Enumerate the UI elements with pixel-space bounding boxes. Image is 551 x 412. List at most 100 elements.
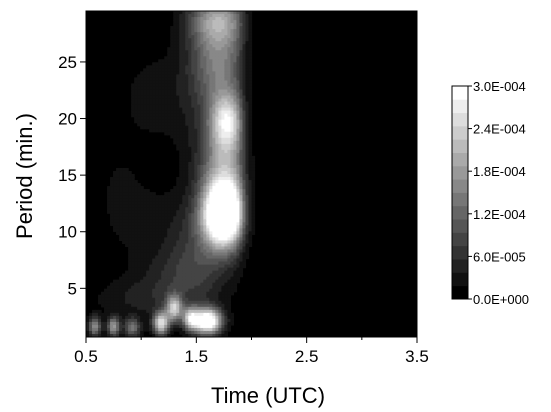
power-cell (233, 261, 238, 266)
power-cell (143, 267, 147, 272)
power-cell (164, 83, 168, 88)
power-cell (146, 198, 150, 202)
power-cell (242, 158, 247, 163)
power-cell (230, 207, 235, 211)
power-cell (176, 294, 180, 299)
power-cell (146, 77, 150, 82)
power-cell (179, 110, 183, 115)
power-cell (110, 303, 114, 308)
power-cell (116, 219, 120, 223)
power-cell (221, 17, 226, 21)
power-cell (191, 300, 195, 305)
power-cell (242, 101, 247, 106)
power-cell (215, 59, 219, 63)
power-cell (95, 330, 99, 335)
power-cell (212, 86, 216, 91)
power-cell (200, 258, 204, 263)
power-cell (200, 315, 204, 320)
power-cell (197, 192, 201, 196)
power-cell (236, 225, 241, 229)
power-cell (158, 312, 162, 317)
power-cell (194, 225, 198, 229)
power-cell (239, 122, 244, 127)
power-cell (218, 216, 223, 220)
power-cell (170, 44, 174, 48)
power-cell (182, 213, 186, 217)
power-cell (218, 264, 223, 269)
power-cell (125, 222, 129, 226)
power-cell (185, 152, 189, 157)
power-cell (206, 47, 210, 51)
power-cell (194, 177, 198, 181)
power-cell (215, 258, 219, 263)
power-cell (215, 219, 219, 223)
power-cell (227, 303, 232, 308)
power-cell (236, 32, 241, 36)
power-cell (239, 170, 244, 175)
power-cell (158, 98, 162, 103)
power-cell (131, 279, 135, 284)
power-cell (182, 95, 186, 100)
power-cell (107, 297, 111, 302)
power-cell (152, 225, 156, 229)
power-cell (107, 306, 111, 311)
power-cell (164, 222, 168, 226)
power-cell (158, 267, 162, 272)
power-cell (194, 71, 198, 75)
power-cell (242, 210, 247, 214)
power-cell (209, 234, 213, 238)
power-cell (209, 291, 213, 296)
power-cell (197, 297, 201, 302)
power-cell (233, 143, 238, 148)
power-cell (107, 186, 111, 190)
power-cell (224, 101, 229, 106)
power-cell (170, 26, 174, 30)
power-cell (248, 183, 253, 187)
power-cell (194, 116, 198, 121)
power-cell (185, 300, 189, 305)
power-cell (170, 234, 174, 238)
power-cell (152, 279, 156, 284)
power-cell (179, 56, 183, 60)
power-cell (227, 306, 232, 311)
power-cell (116, 225, 120, 229)
power-cell (242, 110, 247, 115)
power-cell (164, 216, 168, 220)
power-cell (242, 128, 247, 133)
power-cell (155, 303, 159, 308)
power-cell (164, 116, 168, 121)
power-cell (101, 318, 105, 323)
power-cell (212, 252, 216, 257)
power-cell (167, 273, 171, 278)
power-cell (230, 92, 235, 97)
power-cell (194, 288, 198, 293)
power-cell (233, 204, 238, 208)
power-cell (230, 143, 235, 148)
power-cell (170, 303, 174, 308)
power-cell (179, 158, 183, 163)
power-cell (203, 95, 207, 100)
power-cell (203, 137, 207, 142)
power-cell (137, 186, 141, 190)
power-cell (119, 285, 123, 290)
power-cell (137, 213, 141, 217)
power-cell (179, 38, 183, 42)
power-cell (167, 258, 171, 263)
power-cell (191, 291, 195, 296)
power-cell (215, 56, 219, 60)
power-cell (233, 222, 238, 226)
power-cell (197, 167, 201, 172)
power-cell (200, 201, 204, 205)
power-cell (203, 149, 207, 154)
power-cell (185, 306, 189, 311)
power-cell (143, 210, 147, 214)
power-cell (122, 240, 126, 245)
power-cell (227, 20, 232, 24)
power-cell (140, 321, 144, 326)
power-cell (173, 222, 177, 226)
power-cell (149, 252, 153, 257)
power-cell (212, 98, 216, 103)
power-cell (143, 189, 147, 193)
power-cell (194, 149, 198, 154)
power-cell (131, 192, 135, 196)
